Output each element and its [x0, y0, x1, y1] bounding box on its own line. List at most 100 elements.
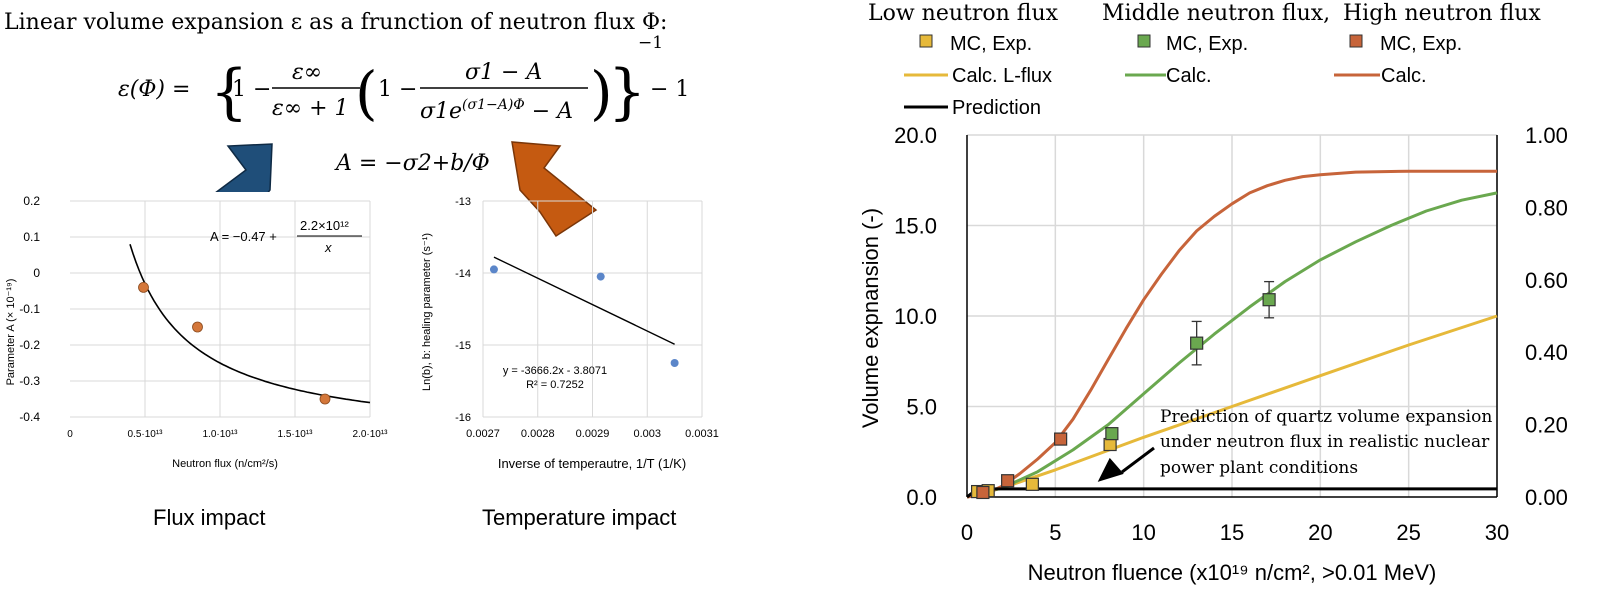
- flux-y-tick-label: 0.1: [23, 230, 40, 244]
- vol-y-tick-label: 0.0: [906, 485, 937, 510]
- temp-y-tick-label: -15: [455, 340, 471, 352]
- vol-xlabel: Neutron fluence (x10¹⁹ n/cm², >0.01 MeV): [1028, 560, 1437, 585]
- flux-x-tick-label: 0: [67, 429, 73, 440]
- legend-low-marker-icon: [919, 34, 933, 48]
- intro-text: Linear volume expansion ε as a frunction…: [4, 10, 667, 35]
- vol-data-marker: [1262, 293, 1276, 307]
- temp-xlabel: Inverse of temperautre, 1/T (1/K): [498, 456, 686, 471]
- vol-y2-tick-label: 0.40: [1525, 340, 1568, 365]
- vol-x-tick-label: 25: [1396, 520, 1420, 545]
- vol-data-marker: [1054, 432, 1068, 446]
- temp-x-tick-label: 0.0027: [466, 428, 500, 440]
- flux-y-tick-label: -0.3: [19, 374, 40, 388]
- temp-y-tick-label: -16: [455, 412, 471, 424]
- volume-expansion-chart: Low neutron flux Middle neutron flux, Hi…: [858, 1, 1568, 585]
- formula-one-inner: 1 −: [378, 77, 417, 102]
- formula-power: −1: [638, 33, 663, 53]
- temp-x-tick-label: 0.0029: [576, 428, 610, 440]
- flux-plot-bg: [0, 192, 410, 477]
- frac2-numerator: σ1 − A: [465, 60, 542, 85]
- flux-data-point: [192, 321, 203, 333]
- legend-mid-marker-icon: [1137, 34, 1151, 48]
- vol-y2-tick-label: 0.80: [1525, 195, 1568, 220]
- flux-fit-curve: [129, 243, 371, 404]
- legend-low-marker-label: MC, Exp.: [950, 33, 1032, 55]
- formula-panel: Linear volume expansion ε as a frunction…: [4, 10, 689, 176]
- temp-data-point: [670, 359, 679, 367]
- vol-x-tick-label: 15: [1220, 520, 1244, 545]
- temp-data-point: [596, 272, 605, 281]
- vol-series-line: [966, 169, 1497, 499]
- vol-y2-tick-label: 1.00: [1525, 123, 1568, 148]
- annotation-line-3: power plant conditions: [1160, 458, 1358, 478]
- frac1-numerator: ε∞: [292, 60, 322, 85]
- vol-data-marker: [1105, 427, 1119, 441]
- formula-lhs: ε(Φ) =: [118, 77, 190, 102]
- vol-data-marker: [1190, 336, 1204, 350]
- legend-prediction-label: Prediction: [952, 97, 1041, 119]
- flux-x-tick-label: 1.5·10¹³: [277, 429, 313, 440]
- annotation-arrow-head-icon: [1097, 457, 1124, 482]
- formula-tail: − 1: [650, 77, 689, 102]
- vol-series-line: [966, 191, 1498, 499]
- flux-y-tick-label: 0.2: [23, 194, 40, 208]
- annotation-line-1: Prediction of quartz volume expansion: [1160, 407, 1492, 427]
- formula-one: 1 −: [232, 77, 271, 102]
- legend-high-marker-icon: [1349, 34, 1363, 48]
- flux-ylabel: Parameter A (× 10⁻¹⁹): [5, 279, 17, 386]
- vol-y2-tick-label: 0.00: [1525, 485, 1568, 510]
- legend-header-mid: Middle neutron flux,: [1102, 1, 1330, 26]
- flux-impact-caption: Flux impact: [153, 505, 266, 530]
- vol-ylabel: Volume expnansion (-): [858, 208, 883, 428]
- legend-high-line-label: Calc.: [1381, 65, 1427, 87]
- vol-y2-tick-label: 0.60: [1525, 268, 1568, 293]
- flux-xlabel: Neutron flux (n/cm²/s): [172, 458, 278, 470]
- temp-data-point: [489, 265, 498, 274]
- vol-x-tick-label: 10: [1131, 520, 1155, 545]
- vol-y-tick-label: 5.0: [906, 395, 937, 420]
- a-definition: A = −σ2+b/Φ: [334, 151, 490, 176]
- vol-y-tick-label: 10.0: [894, 304, 937, 329]
- flux-y-tick-label: 0: [33, 266, 40, 280]
- big-right-brace: }: [608, 57, 646, 127]
- temp-x-tick-label: 0.0028: [521, 428, 555, 440]
- vol-x-tick-label: 0: [961, 520, 973, 545]
- flux-x-tick-label: 2.0·10¹³: [352, 429, 388, 440]
- legend-low-line-label: Calc. L-flux: [952, 65, 1052, 87]
- flux-data-point: [138, 282, 149, 293]
- vol-y2-tick-label: 0.20: [1525, 413, 1568, 438]
- frac2-denominator: σ1e(σ1−A)Φ − A: [420, 97, 573, 124]
- vol-data-marker: [1001, 474, 1015, 488]
- temp-y-tick-label: -13: [455, 196, 471, 208]
- vol-data-marker: [1025, 477, 1039, 491]
- legend-entries: MC, Exp. MC, Exp. MC, Exp. Calc. L-flux …: [904, 33, 1462, 119]
- legend-high-marker-label: MC, Exp.: [1380, 33, 1462, 55]
- flux-impact-chart: 0.2 0.1 0 -0.1 -0.2 -0.3 -0.4 0 0.5·10¹³ 1.0·10¹³…: [0, 192, 410, 477]
- flux-fit-prefix: A = −0.47 +: [210, 229, 277, 244]
- legend-header-low: Low neutron flux: [868, 1, 1059, 26]
- temp-x-tick-label: 0.003: [633, 428, 661, 440]
- temp-r2: R² = 0.7252: [526, 379, 584, 391]
- flux-fit-den: x: [324, 240, 332, 255]
- temp-fit-line: [493, 256, 675, 345]
- flux-y-tick-label: -0.2: [19, 338, 40, 352]
- legend-mid-line-label: Calc.: [1166, 65, 1212, 87]
- temperature-impact-chart: -13 -14 -15 -16 0.0027 0.0028 0.0029 0.003 0.003…: [421, 196, 719, 471]
- flux-fit-num: 2.2×10¹²: [300, 218, 349, 233]
- temp-y-tick-label: -14: [455, 268, 471, 280]
- temp-x-tick-label: 0.0031: [685, 428, 719, 440]
- temperature-arrow-icon: [511, 141, 598, 238]
- legend: Low neutron flux Middle neutron flux, Hi…: [868, 1, 1541, 26]
- flux-y-tick-label: -0.4: [19, 410, 40, 424]
- vol-data-marker: [976, 485, 990, 500]
- annotation-line-2: under neutron flux in realistic nuclear: [1160, 432, 1490, 452]
- vol-y-tick-label: 20.0: [894, 123, 937, 148]
- temp-ylabel: Ln(b), b: healing parameter (s⁻¹): [421, 233, 433, 391]
- big-left-paren: (: [355, 59, 378, 127]
- legend-mid-marker-label: MC, Exp.: [1166, 33, 1248, 55]
- vol-x-tick-label: 20: [1308, 520, 1332, 545]
- temp-equation: y = -3666.2x - 3.8071: [503, 365, 607, 377]
- flux-x-tick-label: 1.0·10¹³: [202, 429, 238, 440]
- vol-data-marker: [1103, 437, 1117, 452]
- vol-x-tick-label: 30: [1485, 520, 1509, 545]
